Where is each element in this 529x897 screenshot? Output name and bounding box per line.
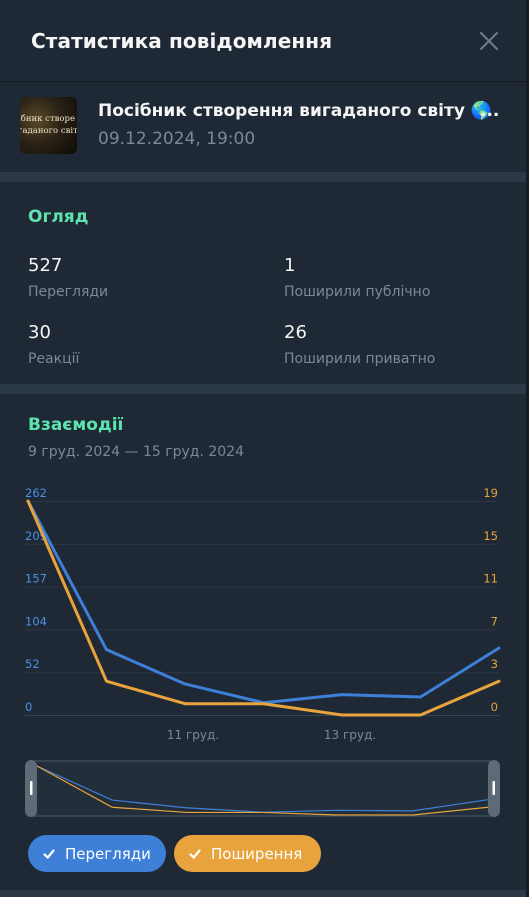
left-axis-tick: 157 xyxy=(25,572,47,586)
check-icon xyxy=(185,844,205,864)
right-axis-tick: 11 xyxy=(483,572,498,586)
left-axis-tick: 262 xyxy=(25,486,47,500)
legend-toggle-views[interactable]: Перегляди xyxy=(28,835,166,872)
public-shares-value: 1 xyxy=(284,255,296,276)
views-label: Перегляди xyxy=(28,284,109,300)
x-axis-tick: 13 груд. xyxy=(324,728,376,742)
legend-toggle-shares[interactable]: Поширення xyxy=(174,835,321,872)
selector-frame xyxy=(25,760,500,817)
private-shares-label: Поширили приватно xyxy=(284,351,436,367)
more-button[interactable]: ... xyxy=(480,101,500,121)
close-icon xyxy=(480,32,498,50)
mini-series-line xyxy=(36,765,489,813)
overview-title: Огляд xyxy=(28,207,89,227)
right-axis-tick: 15 xyxy=(483,529,498,543)
window-edge xyxy=(526,0,529,897)
check-icon xyxy=(39,844,59,864)
private-shares-value: 26 xyxy=(284,322,307,343)
right-axis-tick: 3 xyxy=(491,657,498,671)
right-axis-tick: 7 xyxy=(491,614,498,628)
handle-grip-icon xyxy=(492,781,495,795)
legend-label: Перегляди xyxy=(65,844,151,863)
panel-header: Статистика повідомлення xyxy=(0,0,529,82)
interactions-date-range: 9 груд. 2024 — 15 груд. 2024 xyxy=(28,444,244,460)
public-shares-label: Поширили публічно xyxy=(284,284,431,300)
left-axis-tick: 104 xyxy=(25,614,47,628)
message-title: Посібник створення вигаданого світу 🌎 xyxy=(98,101,492,121)
interactions-title: Взаємодії xyxy=(28,415,124,435)
section-divider xyxy=(0,172,526,182)
close-button[interactable] xyxy=(476,28,502,54)
panel-title: Статистика повідомлення xyxy=(31,29,333,53)
left-axis-tick: 0 xyxy=(25,700,32,714)
x-axis-tick: 11 груд. xyxy=(167,728,219,742)
reactions-label: Реакції xyxy=(28,351,80,367)
right-axis-tick: 0 xyxy=(491,700,498,714)
series-line xyxy=(26,499,501,717)
message-date: 09.12.2024, 19:00 xyxy=(98,129,256,149)
mini-series-line xyxy=(36,765,489,816)
right-axis-tick: 19 xyxy=(483,486,498,500)
message-thumbnail: ібник створе гаданого світ xyxy=(20,97,77,154)
thumbnail-caption: ібник створе гаданого світ xyxy=(20,114,77,136)
chart-range-selector[interactable] xyxy=(25,760,500,817)
section-divider xyxy=(0,384,526,394)
reactions-value: 30 xyxy=(28,322,51,343)
legend-label: Поширення xyxy=(211,844,303,863)
views-value: 527 xyxy=(28,255,63,276)
range-selector-preview xyxy=(25,760,500,817)
handle-grip-icon xyxy=(30,781,33,795)
section-divider xyxy=(0,890,526,897)
left-axis-tick: 52 xyxy=(25,657,40,671)
message-preview[interactable]: ібник створе гаданого світ Посібник ство… xyxy=(0,82,526,172)
